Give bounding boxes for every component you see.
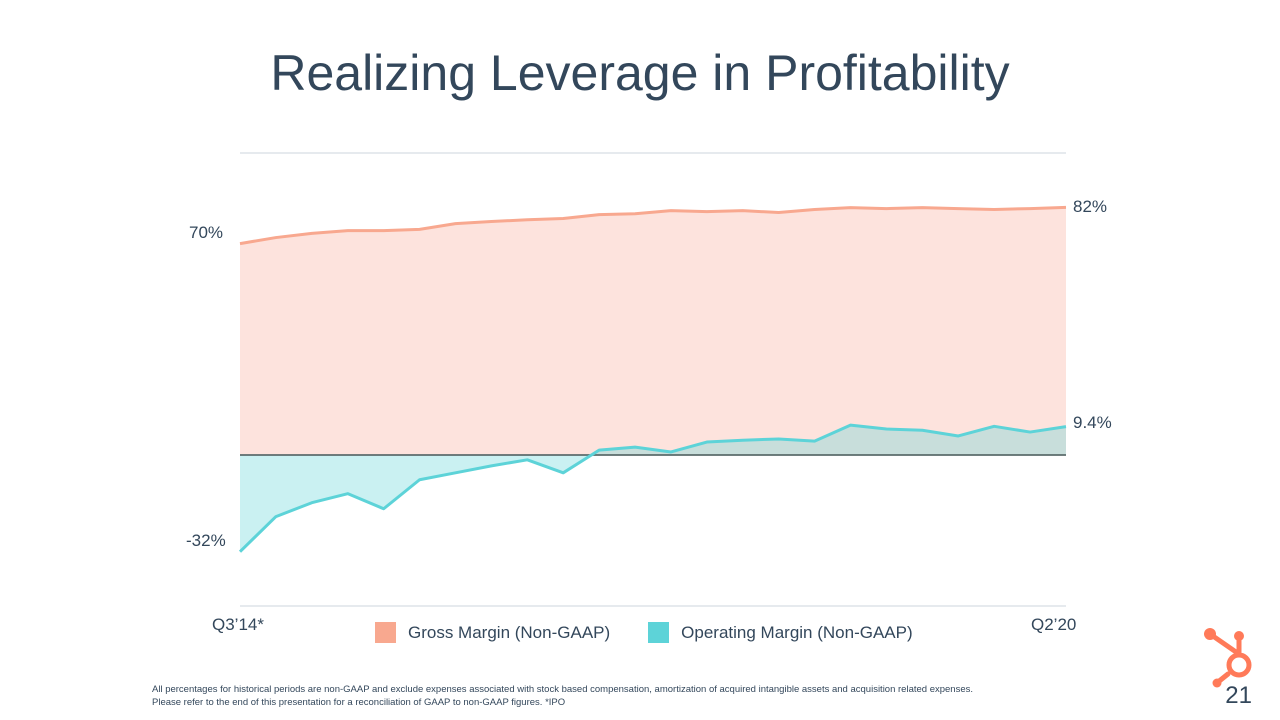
legend-swatch-gross <box>375 622 396 643</box>
op-start-label: -32% <box>186 531 226 550</box>
line-gross <box>239 205 1067 246</box>
footnote: All percentages for historical periods a… <box>152 683 973 709</box>
op-end-label: 9.4% <box>1073 413 1112 432</box>
legend: Gross Margin (Non-GAAP) Operating Margin… <box>375 622 913 643</box>
gross-end-label: 82% <box>1073 197 1108 216</box>
legend-swatch-operating <box>648 622 670 643</box>
x-start-label: Q3’14* <box>212 615 264 634</box>
legend-label-gross: Gross Margin (Non-GAAP) <box>408 622 611 642</box>
legend-label-operating: Operating Margin (Non-GAAP) <box>681 622 913 642</box>
gross-start-label: 70% <box>189 223 224 242</box>
area-gross <box>240 207 1066 455</box>
x-end-label: Q2’20 <box>1031 615 1077 634</box>
line-operating <box>238 423 1067 553</box>
footnote-line: Please refer to the end of this presenta… <box>152 697 566 708</box>
page-number: 21 <box>1225 682 1252 709</box>
hubspot-logo <box>1204 628 1252 688</box>
area-operating <box>240 425 1066 552</box>
footnote-line: All percentages for historical periods a… <box>152 684 973 695</box>
page-title: Realizing Leverage in Profitability <box>270 45 1010 101</box>
